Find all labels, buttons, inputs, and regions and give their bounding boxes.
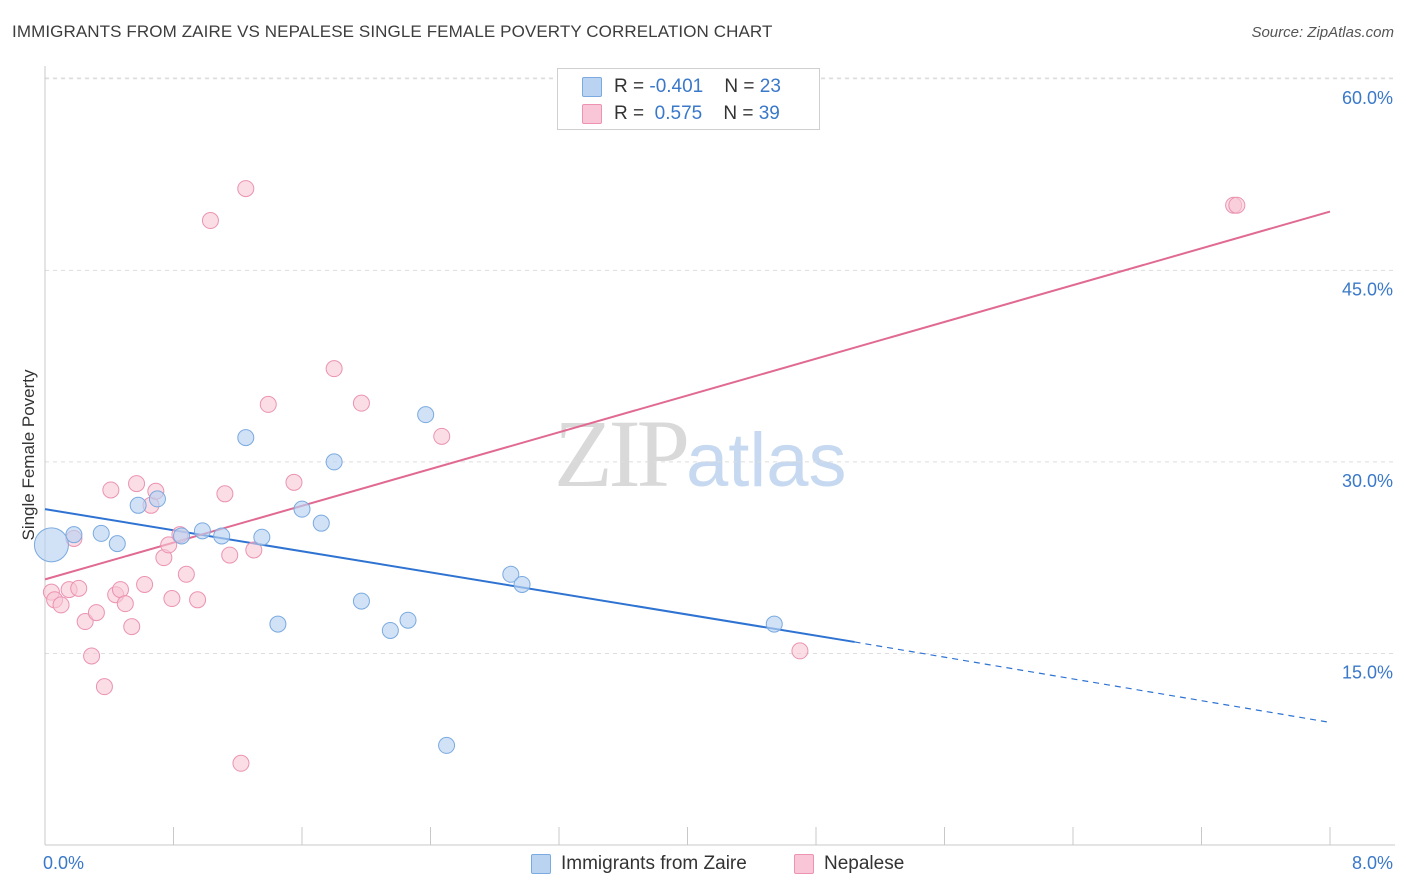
point-nepalese [259,395,277,413]
point-zaire [33,527,69,563]
point-zaire [293,500,311,518]
point-nepalese [791,642,809,660]
point-nepalese [352,394,370,412]
point-zaire [108,535,126,553]
x-tick-label: 0.0% [43,853,84,873]
point-nepalese [76,613,94,631]
y-tick-label: 45.0% [1342,279,1393,299]
bottom-legend-zaire: Immigrants from Zaire [531,852,747,876]
point-zaire [129,496,147,514]
point-nepalese [177,565,195,583]
point-zaire [65,526,83,544]
point-zaire [253,528,271,546]
y-tick-label: 15.0% [1342,662,1393,682]
legend-r-label: R = [614,76,650,97]
point-zaire [399,611,417,629]
bottom-legend-nepalese: Nepalese [794,852,904,876]
bottom-legend-label-zaire: Immigrants from Zaire [561,853,747,874]
y-tick-label: 60.0% [1342,88,1393,108]
point-zaire [92,524,110,542]
trend-line-zaire [44,508,855,643]
point-nepalese [52,596,70,614]
tick-labels: 15.0% 30.0% 45.0% 60.0% 0.0% 8.0% [43,88,1393,873]
point-nepalese [201,212,219,230]
point-nepalese [189,591,207,609]
point-zaire [513,575,531,593]
data-points [33,180,1246,772]
x-tick-label: 8.0% [1352,853,1393,873]
point-zaire [765,615,783,633]
legend-r-label: R = [614,103,650,124]
legend-swatch-nepalese [582,104,602,124]
point-nepalese [83,647,101,665]
point-nepalese [1228,196,1246,214]
point-nepalese [325,360,343,378]
axes [44,66,1395,846]
point-nepalese [237,180,255,198]
point-nepalese [87,604,105,622]
point-nepalese [123,618,141,636]
bottom-legend-swatch-nepalese [794,854,814,874]
point-zaire [352,592,370,610]
point-nepalese [102,481,120,499]
y-axis-title: Single Female Poverty [19,369,38,541]
grid-lines [45,77,1395,654]
point-nepalese [433,427,451,445]
source-label: Source: ZipAtlas.com [1251,24,1394,41]
bottom-legend-swatch-zaire [531,854,551,874]
y-tick-label: 30.0% [1342,471,1393,491]
legend-n-label: N = [724,76,760,97]
legend-n-value: 23 [759,76,781,97]
point-nepalese [128,475,146,493]
point-zaire [213,527,231,545]
point-nepalese [136,575,154,593]
point-zaire [237,429,255,447]
trend-lines [44,210,1331,723]
point-zaire [148,490,166,508]
point-zaire [269,615,287,633]
point-nepalese [221,546,239,564]
point-nepalese [216,485,234,503]
watermark: ZIPatlas [554,398,847,509]
point-zaire [173,527,191,545]
correlation-legend: R = -0.401 N = 23 R = 0.575 N = 39 [557,68,820,130]
point-zaire [325,453,343,471]
point-zaire [381,621,399,639]
point-nepalese [160,536,178,554]
legend-swatch-zaire [582,77,602,97]
legend-r-value: 0.575 [649,103,703,124]
legend-n-value: 39 [758,103,780,124]
point-nepalese [95,678,113,696]
legend-n-label: N = [723,103,759,124]
point-nepalese [116,595,134,613]
point-zaire [438,736,456,754]
watermark-atlas: atlas [686,418,847,503]
point-nepalese [285,473,303,491]
point-zaire [193,522,211,540]
point-nepalese [245,541,263,559]
point-nepalese [70,579,88,597]
legend-row-zaire: R = -0.401 N = 23 [582,75,781,99]
point-nepalese [232,754,250,772]
bottom-legend-label-nepalese: Nepalese [824,853,905,874]
legend-row-nepalese: R = 0.575 N = 39 [582,102,780,126]
legend-r-value: -0.401 [649,76,704,97]
point-zaire [502,565,520,583]
point-zaire [312,514,330,532]
point-zaire [417,406,435,424]
chart-title: IMMIGRANTS FROM ZAIRE VS NEPALESE SINGLE… [12,22,773,41]
watermark-zip: ZIP [554,400,690,507]
point-nepalese [163,590,181,608]
trend-line-zaire-extension [854,641,1331,723]
trend-line-nepalese [44,210,1331,581]
